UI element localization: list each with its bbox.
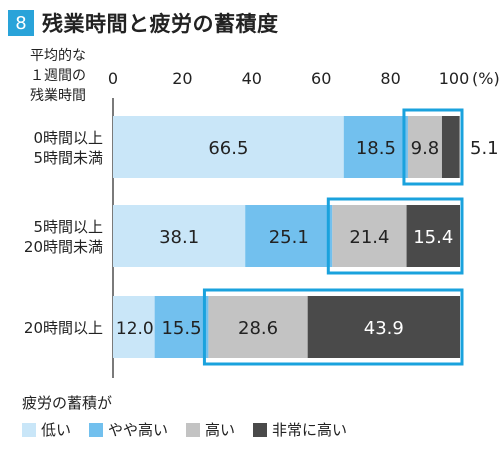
bar-segment — [208, 296, 308, 358]
x-tick-label: 80 — [380, 69, 400, 88]
bar-segment — [154, 296, 209, 358]
legend-swatch — [22, 422, 36, 437]
data-label: 15.5 — [161, 318, 201, 339]
legend-label: やや高い — [108, 421, 169, 439]
legend-item: 高い — [186, 419, 235, 440]
bar-segment — [406, 205, 460, 267]
data-label: 66.5 — [208, 138, 248, 159]
bar-segment — [245, 205, 333, 267]
data-label: 38.1 — [159, 227, 199, 248]
x-tick-label: 0 — [108, 69, 118, 88]
data-label: 21.4 — [349, 227, 389, 248]
x-axis-unit: (%) — [472, 69, 500, 88]
legend-label: 低い — [41, 421, 72, 439]
figure-number-badge: 8 — [8, 10, 34, 36]
bar-segment — [113, 296, 155, 358]
data-label: 18.5 — [356, 138, 396, 159]
category-label: 5時間以上 — [33, 218, 103, 236]
bar-segment — [343, 116, 408, 178]
highlight-box — [326, 197, 464, 275]
legend-item: 低い — [22, 419, 71, 440]
legend-label: 高い — [205, 421, 236, 439]
category-header-line: 残業時間 — [30, 88, 86, 104]
legend-items: 低い やや高い 高い 非常に高い — [22, 419, 365, 440]
highlight-box — [202, 288, 464, 366]
bar-segment — [441, 116, 460, 178]
category-label: 5時間未満 — [33, 149, 103, 167]
legend-item: やや高い — [89, 419, 168, 440]
legend: 疲労の蓄積が 低い やや高い 高い 非常に高い — [22, 392, 365, 440]
legend-item: 非常に高い — [253, 419, 347, 440]
data-label: 15.4 — [413, 227, 453, 248]
category-label: 0時間以上 — [33, 129, 103, 147]
x-tick-label: 20 — [172, 69, 192, 88]
legend-label: 非常に高い — [272, 421, 348, 439]
bar-segment — [113, 116, 344, 178]
chart-title: 8 残業時間と疲労の蓄積度 — [8, 8, 279, 38]
category-header-line: １週間の — [30, 68, 86, 84]
x-tick-label: 100 — [439, 69, 470, 88]
data-label: 25.1 — [269, 227, 309, 248]
legend-title: 疲労の蓄積が — [22, 394, 113, 412]
data-label: 9.8 — [411, 138, 440, 159]
data-label: 43.9 — [364, 318, 404, 339]
legend-swatch — [253, 422, 268, 437]
legend-swatch — [186, 422, 201, 437]
bar-segment — [307, 296, 460, 358]
category-label: 20時間未満 — [24, 238, 103, 256]
category-header-line: 平均的な — [30, 48, 86, 64]
category-label: 20時間以上 — [24, 319, 103, 337]
x-tick-label: 40 — [242, 69, 262, 88]
data-label: 28.6 — [238, 318, 278, 339]
bar-segment — [113, 205, 246, 267]
title-text: 残業時間と疲労の蓄積度 — [42, 12, 279, 36]
bar-segment — [407, 116, 442, 178]
data-label: 12.0 — [116, 319, 154, 339]
data-label: 5.1 — [470, 138, 499, 159]
bar-segment — [332, 205, 407, 267]
legend-swatch — [89, 422, 104, 437]
highlight-box — [402, 108, 464, 186]
x-tick-label: 60 — [311, 69, 331, 88]
